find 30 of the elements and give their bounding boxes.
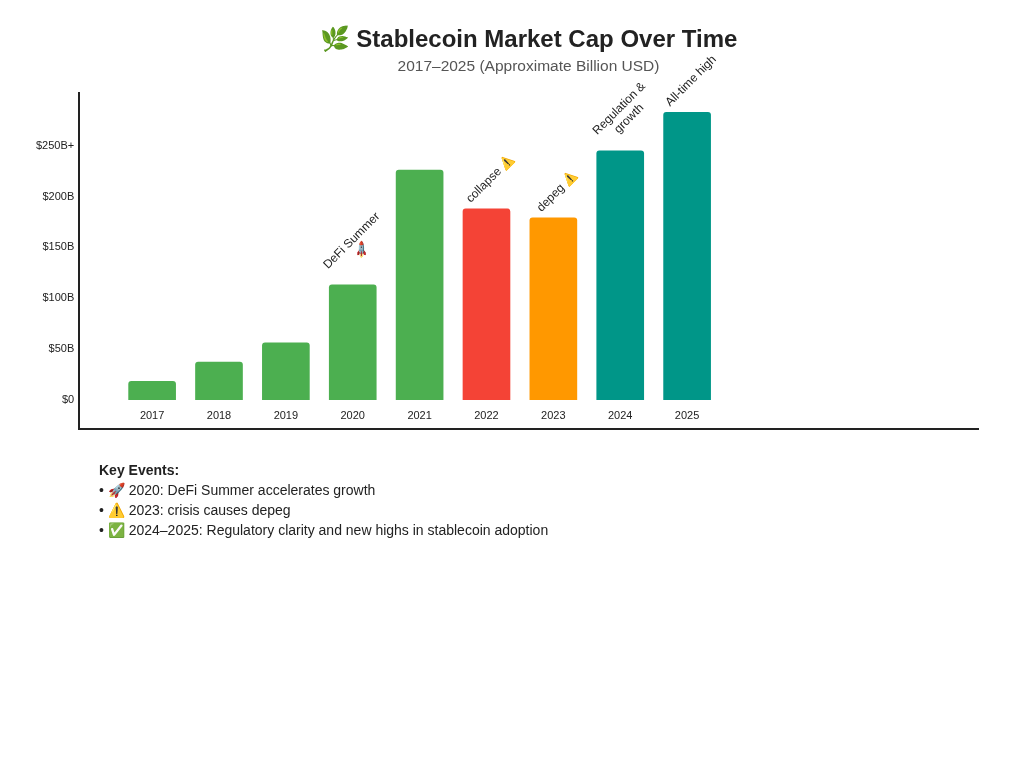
bar — [596, 150, 645, 400]
y-tick-label: $200B — [42, 189, 75, 202]
x-tick-label: 2019 — [273, 409, 299, 422]
bar — [462, 208, 511, 400]
y-tick-label: $0 — [61, 392, 75, 405]
x-tick-label: 2017 — [139, 409, 165, 422]
x-tick-label: 2025 — [674, 409, 700, 422]
bar — [395, 169, 444, 400]
bar — [262, 342, 310, 400]
y-tick-label: $250B+ — [36, 138, 75, 151]
x-tick-label: 2023 — [541, 409, 566, 422]
text: • ✅ 2024–2025: Regulatory clarity and new highs in stablecoin adoption — [99, 521, 549, 540]
bar — [328, 284, 377, 400]
text: • 🚀 2020: DeFi Summer accelerates growth — [99, 481, 377, 500]
text: • ⚠ 2023: crisis causes depeg — [99, 501, 292, 520]
y-tick-label: $50B — [48, 341, 75, 354]
text: Key Events: — [99, 461, 181, 480]
x-tick-label: 2021 — [407, 409, 432, 422]
bar — [195, 361, 243, 400]
x-tick-label: 2024 — [607, 409, 633, 422]
chart-title: 🌿 Stablecoin Market Cap Over Time — [318, 25, 739, 52]
bar — [529, 217, 578, 400]
bar — [128, 380, 176, 400]
y-tick-label: $150B — [42, 240, 75, 253]
y-tick-label: $100B — [42, 291, 75, 304]
x-tick-label: 2022 — [474, 409, 499, 422]
bar — [663, 111, 711, 400]
x-tick-label: 2020 — [340, 409, 365, 422]
chart-subtitle: 2017–2025 (Approximate Billion USD) — [397, 57, 660, 74]
x-tick-label: 2018 — [206, 409, 232, 422]
